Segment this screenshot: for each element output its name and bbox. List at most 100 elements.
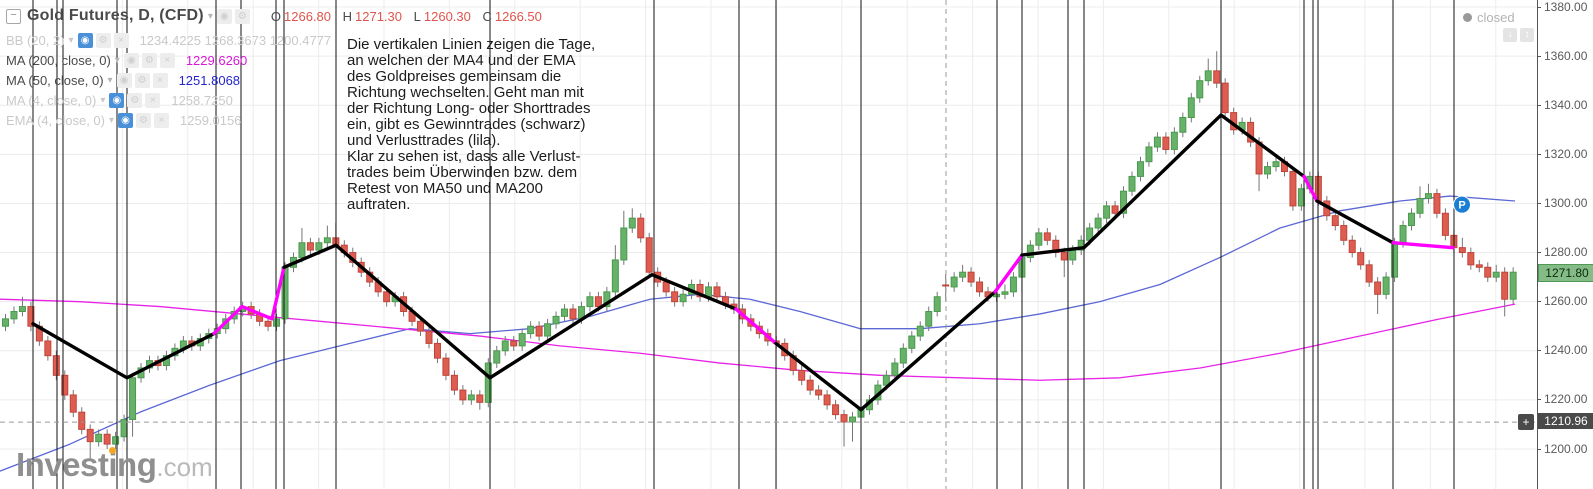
candle (383, 291, 391, 303)
eye-icon[interactable]: ◉ (116, 72, 132, 88)
candle (1060, 252, 1068, 261)
axis-tick-label: 1360.00 (1536, 48, 1588, 63)
eye-icon[interactable]: ◉ (123, 52, 139, 68)
trade-loss (212, 265, 286, 336)
candle (1247, 121, 1255, 143)
candle (44, 340, 52, 357)
candle (1391, 242, 1399, 278)
indicator-label[interactable]: MA (200, close, 0) (6, 52, 111, 68)
ma-line-ma200 (0, 298, 1516, 381)
candle (433, 342, 441, 359)
candle (1357, 252, 1365, 266)
price-chart-canvas[interactable]: P (0, 0, 1537, 489)
axis-tick-label: 1300.00 (1536, 195, 1588, 210)
candle (467, 394, 475, 401)
candle (1441, 212, 1449, 236)
candle (611, 259, 619, 293)
chevron-down-icon[interactable]: ▾ (108, 114, 115, 126)
indicator-label[interactable]: BB (20, 2) (6, 32, 65, 48)
indicator-row-ma4: MA (4, close, 0) ▾ ◉ ⚙ × 1258.7250 (6, 90, 542, 110)
candle (959, 271, 967, 278)
gear-icon[interactable]: ⚙ (234, 8, 250, 24)
add-alert-plus-button[interactable]: + (1518, 414, 1534, 431)
watermark-text: Investing (16, 446, 157, 483)
candle (925, 310, 933, 327)
indicator-label[interactable]: MA (50, close, 0) (6, 72, 104, 88)
investing-watermark: Investing.com (16, 446, 213, 484)
candle (1196, 80, 1204, 99)
candle (1035, 232, 1043, 246)
tracked-price-label[interactable]: 1210.96 (1538, 413, 1593, 430)
close-icon[interactable]: × (145, 92, 161, 108)
candle (1382, 276, 1390, 295)
candle (1331, 215, 1339, 227)
indicator-values: 1229.6260 (185, 52, 248, 68)
open-label: O (270, 8, 281, 24)
candle (1170, 131, 1178, 150)
candle (899, 347, 907, 364)
candle (61, 374, 69, 396)
indicator-label[interactable]: MA (4, close, 0) (6, 92, 97, 108)
trade-win (774, 290, 997, 412)
candle (679, 293, 687, 303)
trade-win (1020, 113, 1306, 257)
indicator-row-bb: BB (20, 2) ▾ ◉ ⚙ × 1234.4225 1268.3673 1… (6, 30, 542, 50)
candle (1264, 166, 1272, 175)
chevron-down-icon[interactable]: ▾ (68, 34, 74, 46)
close-icon[interactable]: × (152, 72, 168, 88)
close-icon[interactable]: × (113, 32, 129, 48)
eye-icon[interactable]: ◉ (118, 112, 134, 128)
candle (2, 318, 9, 327)
price-axis[interactable]: 1271.80 1210.96 1380.00 1360.00 1340.00 132… (1536, 0, 1593, 489)
arrow-down-icon[interactable]: ↓ (1503, 28, 1517, 42)
candle (967, 271, 975, 283)
close-icon[interactable]: × (159, 52, 175, 68)
candle (1179, 117, 1187, 133)
candle (1153, 136, 1161, 148)
candle (78, 411, 86, 430)
candle (450, 374, 458, 391)
arrow-updown-icon[interactable]: ↕ (1520, 28, 1534, 42)
symbol-title[interactable]: Gold Futures, D, (CFD) (27, 7, 204, 24)
candle (1009, 276, 1017, 293)
trade-win (31, 322, 216, 380)
indicator-values: 1259.0156 (180, 112, 242, 128)
trade-zigzag-lines (31, 113, 1455, 412)
candle (1120, 190, 1128, 214)
candle (273, 318, 281, 327)
candle (552, 315, 560, 325)
candle (1467, 252, 1475, 266)
eye-icon[interactable]: ◉ (109, 92, 125, 108)
low-value: 1260.30 (423, 8, 471, 24)
gear-icon[interactable]: ⚙ (127, 92, 143, 108)
axis-tick-label: 1260.00 (1536, 294, 1588, 309)
candle (10, 310, 18, 320)
chevron-down-icon[interactable]: ▾ (114, 54, 120, 66)
gear-icon[interactable]: ⚙ (95, 32, 111, 48)
candle (1509, 271, 1517, 300)
candle (1272, 161, 1280, 168)
gear-icon[interactable]: ⚙ (134, 72, 150, 88)
position-marker[interactable]: P (1453, 195, 1471, 214)
indicator-label[interactable]: EMA (4, close, 0) (6, 112, 105, 128)
candle (1458, 247, 1466, 254)
close-icon[interactable]: × (154, 112, 170, 128)
chevron-down-icon[interactable]: ▾ (207, 10, 213, 22)
chevron-down-icon[interactable]: ▾ (107, 74, 113, 86)
low-label: L (413, 8, 421, 24)
candle (298, 242, 306, 258)
eye-icon[interactable]: ◉ (77, 32, 93, 48)
candle (425, 330, 433, 344)
collapse-legend-icon[interactable]: − (6, 8, 21, 24)
candle (942, 284, 950, 287)
status-dot-icon (1463, 13, 1472, 22)
candle (976, 281, 984, 293)
candle (69, 394, 77, 413)
gear-icon[interactable]: ⚙ (141, 52, 157, 68)
candle (586, 296, 594, 308)
eye-icon[interactable]: ◉ (216, 8, 232, 24)
chevron-down-icon[interactable]: ▾ (100, 94, 106, 106)
candle (1416, 198, 1424, 214)
gear-icon[interactable]: ⚙ (136, 112, 152, 128)
indicator-values: 1251.8068 (178, 72, 241, 88)
